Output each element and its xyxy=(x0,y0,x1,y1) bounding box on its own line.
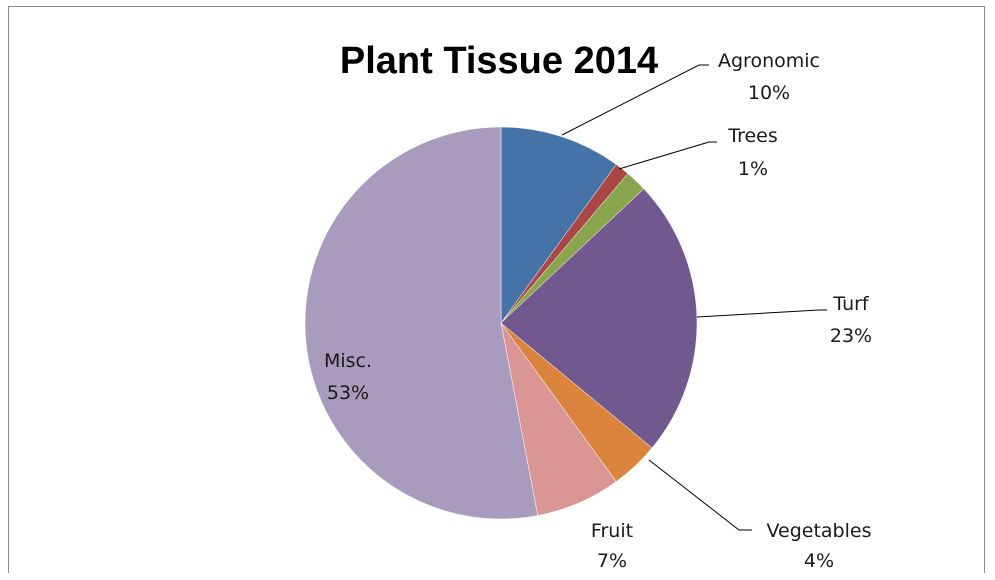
pie-slices xyxy=(304,126,698,520)
slice-labels: Agronomic 10% Trees 1% Turf 23% Vegetables 4% Fr… xyxy=(324,50,872,572)
slice-label-name: Trees xyxy=(727,125,778,147)
slice-label-percent: 53% xyxy=(327,382,369,404)
slice-label-percent: 7% xyxy=(597,550,627,572)
chart-title: Plant Tissue 2014 xyxy=(340,40,658,82)
chart-frame: Plant Tissue 2014 Agronomic 10% Trees 1% Tur… xyxy=(8,6,985,573)
slice-label-name: Agronomic xyxy=(718,50,820,72)
slice-label-percent: 23% xyxy=(830,325,872,347)
slice-label-name: Vegetables xyxy=(767,520,872,542)
pie-slice-agronomic xyxy=(500,126,617,324)
pie-chart: Plant Tissue 2014 Agronomic 10% Trees 1% Tur… xyxy=(304,40,872,572)
slice-label-percent: 4% xyxy=(804,550,834,572)
leader-line xyxy=(696,309,827,318)
pie-slice-misc xyxy=(304,126,539,520)
leader-line xyxy=(648,459,752,531)
leader-line xyxy=(618,141,717,170)
leader-lines xyxy=(561,64,827,531)
leader-line xyxy=(561,64,709,136)
slice-label-percent: 10% xyxy=(748,82,790,104)
slice-label-name: Fruit xyxy=(591,520,633,542)
slice-label-name: Turf xyxy=(832,293,870,315)
slice-label-percent: 1% xyxy=(738,158,768,180)
pie-slice-turf xyxy=(500,188,698,449)
slice-label-name: Misc. xyxy=(324,350,372,372)
